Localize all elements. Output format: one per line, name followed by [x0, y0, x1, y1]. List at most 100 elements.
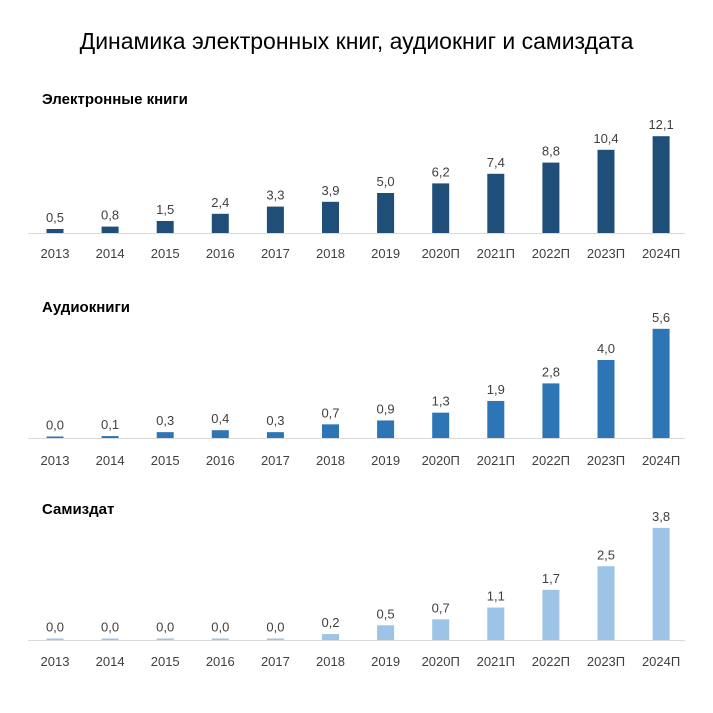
value-label-ebooks-2019: 5,0 — [377, 174, 395, 189]
category-label-ebooks-2022П: 2022П — [532, 246, 570, 261]
value-label-ebooks-2015: 1,5 — [156, 202, 174, 217]
category-label-audiobooks-2018: 2018 — [316, 453, 345, 468]
bar-samizdat-2017 — [266, 638, 284, 640]
bar-audiobooks-2023П — [597, 360, 615, 438]
value-label-samizdat-2015: 0,0 — [156, 620, 174, 635]
chart-panel-samizdat: 0,0 2013 0,0 2014 0,0 2015 0,0 2016 0,0 2017 0,2 20… — [28, 509, 685, 669]
bar-samizdat-2019 — [377, 625, 395, 640]
bar-audiobooks-2018 — [322, 424, 339, 438]
category-label-samizdat-2023П: 2023П — [587, 654, 625, 669]
value-label-audiobooks-2014: 0,1 — [101, 417, 119, 432]
category-label-audiobooks-2022П: 2022П — [532, 453, 570, 468]
bar-audiobooks-2021П — [487, 400, 505, 438]
value-label-ebooks-2023П: 10,4 — [593, 131, 618, 146]
value-label-ebooks-2017: 3,3 — [266, 188, 284, 203]
value-label-ebooks-2013: 0,5 — [46, 210, 64, 225]
bar-ebooks-2013 — [46, 229, 64, 233]
bar-audiobooks-2013 — [46, 436, 64, 438]
value-label-ebooks-2018: 3,9 — [321, 183, 339, 198]
value-label-samizdat-2019: 0,5 — [377, 606, 395, 621]
bar-audiobooks-2019 — [377, 420, 395, 438]
value-label-audiobooks-2023П: 4,0 — [597, 341, 615, 356]
category-label-audiobooks-2020П: 2020П — [422, 453, 460, 468]
value-label-ebooks-2014: 0,8 — [101, 208, 119, 223]
bar-samizdat-2016 — [211, 638, 229, 640]
bar-ebooks-2021П — [487, 173, 505, 233]
bar-ebooks-2024П — [652, 136, 670, 233]
category-label-samizdat-2013: 2013 — [41, 654, 70, 669]
value-label-samizdat-2021П: 1,1 — [487, 589, 505, 604]
bar-audiobooks-2022П — [542, 383, 560, 438]
category-label-samizdat-2014: 2014 — [96, 654, 125, 669]
category-label-audiobooks-2021П: 2021П — [477, 453, 515, 468]
value-label-ebooks-2021П: 7,4 — [487, 155, 505, 170]
panel-title-audiobooks: Аудиокниги — [42, 299, 130, 316]
bar-audiobooks-2016 — [211, 430, 229, 438]
value-label-samizdat-2017: 0,0 — [266, 620, 284, 635]
category-label-audiobooks-2017: 2017 — [261, 453, 290, 468]
category-label-samizdat-2016: 2016 — [206, 654, 235, 669]
value-label-audiobooks-2022П: 2,8 — [542, 364, 560, 379]
value-label-audiobooks-2013: 0,0 — [46, 418, 64, 433]
category-label-ebooks-2024П: 2024П — [642, 246, 680, 261]
category-label-samizdat-2021П: 2021П — [477, 654, 515, 669]
value-label-ebooks-2016: 2,4 — [211, 195, 229, 210]
category-label-samizdat-2019: 2019 — [371, 654, 400, 669]
value-label-samizdat-2022П: 1,7 — [542, 571, 560, 586]
value-label-samizdat-2024П: 3,8 — [652, 509, 670, 524]
bar-ebooks-2023П — [597, 149, 615, 233]
bar-samizdat-2021П — [487, 607, 505, 640]
category-label-samizdat-2015: 2015 — [151, 654, 180, 669]
bar-ebooks-2022П — [542, 162, 560, 233]
bar-ebooks-2015 — [156, 221, 174, 233]
value-label-audiobooks-2018: 0,7 — [321, 405, 339, 420]
bar-ebooks-2020П — [432, 183, 450, 233]
category-label-ebooks-2013: 2013 — [41, 246, 70, 261]
bar-audiobooks-2020П — [432, 412, 450, 438]
category-label-samizdat-2024П: 2024П — [642, 654, 680, 669]
value-label-samizdat-2014: 0,0 — [101, 620, 119, 635]
category-label-audiobooks-2024П: 2024П — [642, 453, 680, 468]
category-label-ebooks-2014: 2014 — [96, 246, 125, 261]
bar-audiobooks-2015 — [156, 432, 174, 438]
category-label-audiobooks-2014: 2014 — [96, 453, 125, 468]
bar-samizdat-2024П — [652, 527, 670, 640]
panel-title-samizdat: Самиздат — [42, 501, 115, 518]
bar-samizdat-2022П — [542, 589, 560, 640]
value-label-audiobooks-2021П: 1,9 — [487, 382, 505, 397]
value-label-audiobooks-2024П: 5,6 — [652, 310, 670, 325]
category-label-ebooks-2020П: 2020П — [422, 246, 460, 261]
value-label-samizdat-2018: 0,2 — [321, 615, 339, 630]
chart-main-title: Динамика электронных книг, аудиокниг и с… — [79, 28, 634, 54]
value-label-ebooks-2022П: 8,8 — [542, 144, 560, 159]
category-label-ebooks-2023П: 2023П — [587, 246, 625, 261]
category-label-ebooks-2015: 2015 — [151, 246, 180, 261]
value-label-audiobooks-2020П: 1,3 — [432, 394, 450, 409]
category-label-audiobooks-2019: 2019 — [371, 453, 400, 468]
category-label-samizdat-2017: 2017 — [261, 654, 290, 669]
category-label-audiobooks-2015: 2015 — [151, 453, 180, 468]
category-label-samizdat-2018: 2018 — [316, 654, 345, 669]
category-label-audiobooks-2013: 2013 — [41, 453, 70, 468]
value-label-ebooks-2020П: 6,2 — [432, 164, 450, 179]
value-label-audiobooks-2019: 0,9 — [377, 401, 395, 416]
bar-samizdat-2013 — [46, 638, 64, 640]
category-label-ebooks-2021П: 2021П — [477, 246, 515, 261]
bar-audiobooks-2014 — [101, 436, 119, 438]
bar-ebooks-2014 — [101, 226, 119, 233]
bar-samizdat-2018 — [322, 634, 339, 640]
value-label-samizdat-2016: 0,0 — [211, 620, 229, 635]
bar-audiobooks-2017 — [266, 432, 284, 438]
category-label-audiobooks-2016: 2016 — [206, 453, 235, 468]
value-label-samizdat-2023П: 2,5 — [597, 547, 615, 562]
category-label-ebooks-2018: 2018 — [316, 246, 345, 261]
value-label-audiobooks-2017: 0,3 — [266, 413, 284, 428]
bar-ebooks-2016 — [211, 213, 229, 233]
bar-ebooks-2017 — [266, 206, 284, 233]
bar-samizdat-2015 — [156, 638, 174, 640]
value-label-audiobooks-2016: 0,4 — [211, 411, 229, 426]
value-label-samizdat-2020П: 0,7 — [432, 600, 450, 615]
bar-ebooks-2018 — [322, 201, 339, 233]
chart-panel-audiobooks: 0,0 2013 0,1 2014 0,3 2015 0,4 2016 0,3 2017 0,7 20… — [28, 310, 685, 468]
